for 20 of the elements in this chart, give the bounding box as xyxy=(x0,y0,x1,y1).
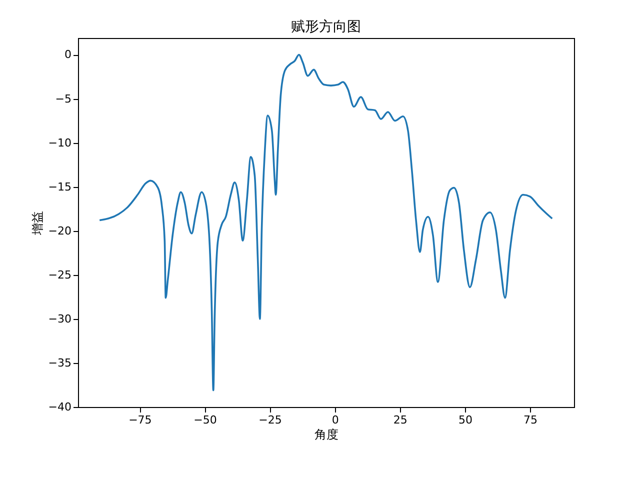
y-tick-label: 0 xyxy=(64,48,72,62)
x-tick-label: 50 xyxy=(458,414,472,426)
x-tick-label: −25 xyxy=(258,414,282,426)
line-series xyxy=(98,54,554,392)
y-axis-title: 增益 xyxy=(30,211,44,236)
x-tick-label: −50 xyxy=(194,414,217,426)
y-tick-label: −35 xyxy=(48,356,72,370)
y-tick-label: −25 xyxy=(48,268,72,282)
y-tick-label: −5 xyxy=(55,92,72,106)
x-tick-label: 75 xyxy=(524,414,538,426)
y-tick-label: −20 xyxy=(48,224,72,238)
y-tick-label: −30 xyxy=(48,312,72,326)
x-tick-label: 0 xyxy=(332,414,339,426)
chart-title: 赋形方向图 xyxy=(291,19,361,35)
x-axis-title: 角度 xyxy=(314,428,338,442)
x-tick-label: −75 xyxy=(128,414,152,426)
y-tick-label: −15 xyxy=(48,180,72,194)
y-tick-label: −10 xyxy=(48,136,72,150)
y-tick-label: −40 xyxy=(48,400,72,414)
x-tick-label: 25 xyxy=(393,414,408,426)
